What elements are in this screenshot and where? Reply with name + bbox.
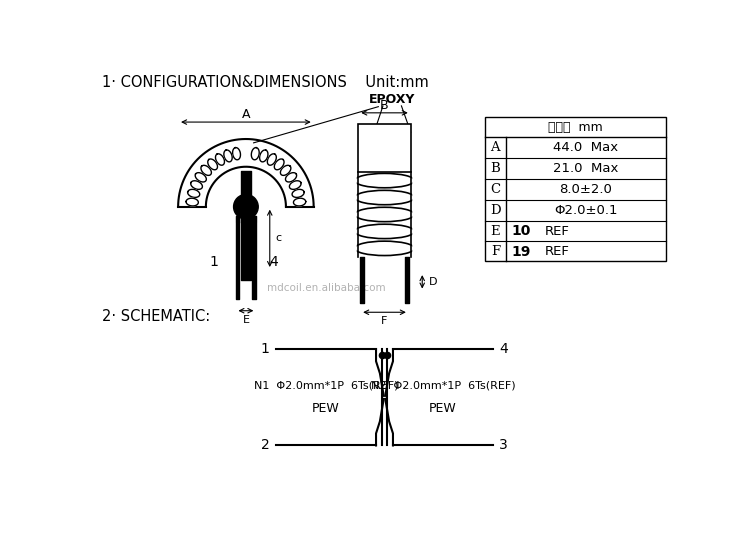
Polygon shape bbox=[285, 173, 297, 182]
Text: REF: REF bbox=[544, 245, 569, 258]
Polygon shape bbox=[233, 147, 240, 160]
Polygon shape bbox=[195, 173, 207, 182]
Text: B: B bbox=[490, 162, 500, 175]
Ellipse shape bbox=[354, 224, 415, 239]
Circle shape bbox=[234, 195, 258, 219]
Ellipse shape bbox=[354, 173, 415, 188]
Text: EPOXY: EPOXY bbox=[369, 93, 415, 106]
Text: 2: 2 bbox=[261, 438, 270, 452]
Polygon shape bbox=[216, 154, 225, 165]
Ellipse shape bbox=[354, 190, 415, 205]
Polygon shape bbox=[224, 150, 232, 162]
Text: REF: REF bbox=[544, 225, 569, 237]
Polygon shape bbox=[188, 189, 200, 197]
Text: D: D bbox=[429, 277, 438, 287]
Text: 8.0±2.0: 8.0±2.0 bbox=[559, 183, 612, 196]
Text: C: C bbox=[490, 183, 500, 196]
Bar bbox=[484, 117, 665, 262]
Text: F: F bbox=[491, 245, 500, 258]
Polygon shape bbox=[208, 159, 218, 170]
Text: A: A bbox=[242, 108, 250, 121]
Text: 3: 3 bbox=[499, 438, 508, 452]
Text: Φ2.0±0.1: Φ2.0±0.1 bbox=[554, 204, 617, 217]
Bar bbox=[358, 124, 411, 172]
Polygon shape bbox=[201, 165, 211, 175]
Text: E: E bbox=[490, 225, 500, 237]
Text: 1: 1 bbox=[261, 342, 270, 356]
Text: N1  Φ2.0mm*1P  6Ts(REF): N1 Φ2.0mm*1P 6Ts(REF) bbox=[254, 381, 398, 391]
Text: c: c bbox=[275, 233, 282, 243]
Polygon shape bbox=[191, 181, 203, 189]
Text: PEW: PEW bbox=[312, 403, 340, 415]
Polygon shape bbox=[260, 150, 268, 162]
Text: 1: 1 bbox=[210, 255, 219, 269]
Text: 4: 4 bbox=[270, 255, 278, 269]
Text: E: E bbox=[243, 315, 249, 325]
Polygon shape bbox=[252, 147, 259, 160]
Text: 10: 10 bbox=[512, 224, 531, 238]
Ellipse shape bbox=[354, 207, 415, 222]
Polygon shape bbox=[186, 198, 198, 206]
Text: D: D bbox=[490, 204, 501, 217]
Text: 单位：  mm: 单位： mm bbox=[547, 121, 602, 133]
Text: 2· SCHEMATIC:: 2· SCHEMATIC: bbox=[102, 309, 210, 324]
Polygon shape bbox=[267, 154, 276, 165]
Polygon shape bbox=[292, 189, 304, 197]
Text: A: A bbox=[490, 142, 500, 154]
Text: 21.0  Max: 21.0 Max bbox=[553, 162, 619, 175]
Polygon shape bbox=[294, 198, 306, 206]
Ellipse shape bbox=[354, 241, 415, 256]
Text: B: B bbox=[380, 99, 389, 113]
Polygon shape bbox=[289, 181, 301, 189]
Text: 19: 19 bbox=[512, 245, 531, 259]
Text: 44.0  Max: 44.0 Max bbox=[553, 142, 618, 154]
Text: N2  Φ2.0mm*1P  6Ts(REF): N2 Φ2.0mm*1P 6Ts(REF) bbox=[371, 381, 515, 391]
Text: F: F bbox=[382, 316, 388, 326]
Text: PEW: PEW bbox=[429, 403, 457, 415]
Polygon shape bbox=[274, 159, 284, 170]
Text: 1· CONFIGURATION&DIMENSIONS    Unit:mm: 1· CONFIGURATION&DIMENSIONS Unit:mm bbox=[102, 75, 429, 90]
Text: mdcoil.en.alibaba.com: mdcoil.en.alibaba.com bbox=[267, 282, 386, 293]
Polygon shape bbox=[280, 165, 291, 175]
Text: 4: 4 bbox=[499, 342, 508, 356]
